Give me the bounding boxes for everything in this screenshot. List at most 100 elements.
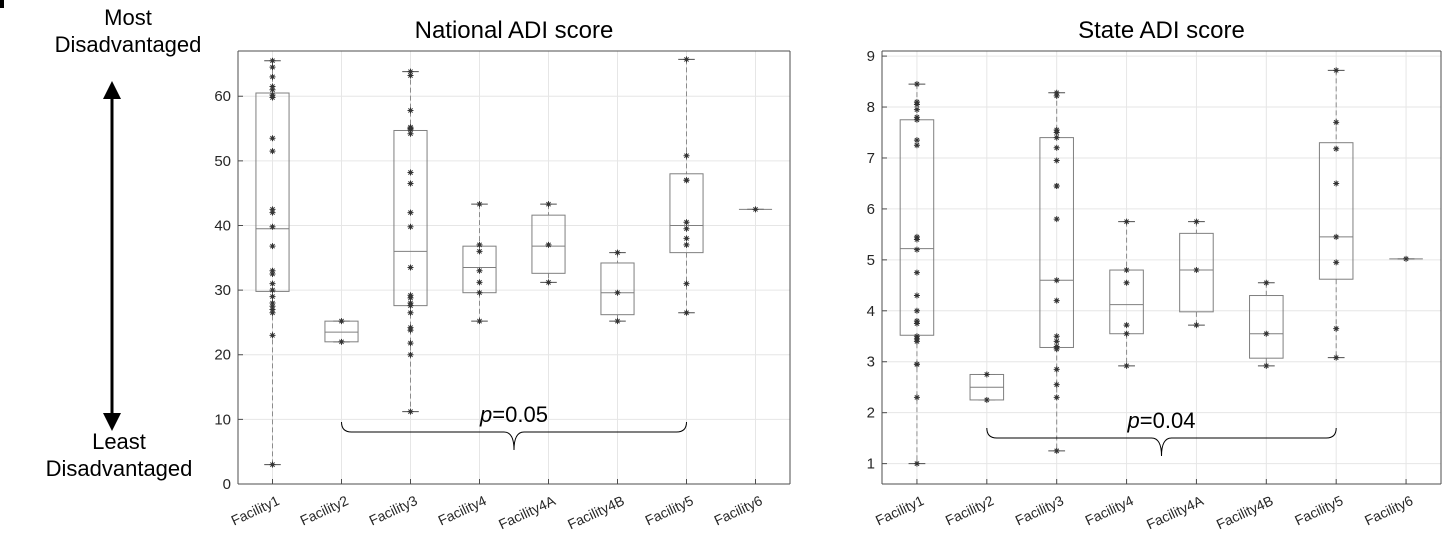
most-label-line2: Disadvantaged <box>54 32 202 57</box>
data-point <box>407 302 414 309</box>
significance-bracket <box>986 427 1337 457</box>
data-point <box>683 177 690 184</box>
data-point <box>1053 394 1060 401</box>
data-point <box>983 371 990 378</box>
data-point <box>683 56 690 63</box>
data-point <box>476 289 483 296</box>
data-point <box>407 169 414 176</box>
y-tick-label: 8 <box>867 99 875 116</box>
data-point <box>752 206 759 213</box>
least-disadvantaged-label: Least Disadvantaged <box>14 428 224 482</box>
x-tick-label: Facility4A <box>1144 492 1206 532</box>
y-tick-label: 5 <box>867 252 875 269</box>
data-point <box>614 289 621 296</box>
data-point <box>913 307 920 314</box>
data-point <box>407 72 414 79</box>
data-point <box>269 243 276 250</box>
data-point <box>545 241 552 248</box>
p-value-text: =0.05 <box>492 402 548 427</box>
data-point <box>1053 129 1060 136</box>
data-point <box>1053 338 1060 345</box>
y-tick-label: 50 <box>214 153 231 170</box>
data-point <box>913 116 920 123</box>
data-point <box>269 209 276 216</box>
y-tick-label: 2 <box>867 405 875 422</box>
data-point <box>269 148 276 155</box>
y-tick-label: 20 <box>214 347 231 364</box>
y-tick-label: 4 <box>867 303 875 320</box>
data-point <box>407 223 414 230</box>
data-point <box>269 223 276 230</box>
data-point <box>1263 362 1270 369</box>
data-point <box>1123 279 1130 286</box>
p-symbol: p <box>479 402 492 427</box>
data-point <box>913 236 920 243</box>
x-tick-label: Facility5 <box>642 492 695 528</box>
y-tick-label: 0 <box>223 476 231 493</box>
least-label-line2: Disadvantaged <box>45 456 193 481</box>
data-point <box>1053 277 1060 284</box>
data-point <box>1333 354 1340 361</box>
data-point <box>683 225 690 232</box>
data-point <box>407 340 414 347</box>
data-point <box>269 280 276 287</box>
data-point <box>683 235 690 242</box>
data-point <box>407 68 414 75</box>
data-point <box>407 180 414 187</box>
x-tick-label: Facility4B <box>565 492 627 532</box>
data-point <box>269 86 276 93</box>
state-adi-chart: 1 2 3 4 5 6 7 8 9 Facility1 Facility2 Facility3 Faci… <box>867 17 1442 532</box>
data-point <box>269 332 276 339</box>
box-iqr <box>1179 232 1214 313</box>
p-value-label: p=0.05 <box>479 402 548 427</box>
data-point <box>913 292 920 299</box>
data-point <box>614 249 621 256</box>
data-point <box>476 318 483 325</box>
data-point <box>913 338 920 345</box>
data-point <box>1053 346 1060 353</box>
data-point <box>269 94 276 101</box>
most-label-line1: Most <box>104 5 152 30</box>
data-point <box>1263 279 1270 286</box>
x-tick-label: Facility1 <box>873 492 926 528</box>
least-label-line1: Least <box>92 429 146 454</box>
data-point <box>269 267 276 274</box>
data-point <box>683 280 690 287</box>
data-point <box>1053 381 1060 388</box>
data-point <box>269 73 276 80</box>
data-point <box>407 107 414 114</box>
data-point <box>1123 330 1130 337</box>
y-tick-label: 1 <box>867 456 875 473</box>
data-point <box>1403 255 1410 262</box>
data-point <box>913 460 920 467</box>
data-point <box>1053 447 1060 454</box>
data-point <box>1053 144 1060 151</box>
y-tick-label: 7 <box>867 150 875 167</box>
data-point <box>1333 180 1340 187</box>
data-point <box>913 246 920 253</box>
p-value-label: p=0.04 <box>1127 408 1196 433</box>
data-point <box>683 219 690 226</box>
data-point <box>1333 233 1340 240</box>
data-point <box>614 318 621 325</box>
plot-area <box>882 51 1441 484</box>
data-point <box>913 101 920 108</box>
data-point <box>269 303 276 310</box>
data-point <box>407 351 414 358</box>
data-point <box>407 327 414 334</box>
x-tick-label: Facility6 <box>711 492 764 528</box>
data-point <box>913 269 920 276</box>
data-point <box>683 241 690 248</box>
x-tick-label: Facility4 <box>435 492 488 528</box>
data-point <box>269 135 276 142</box>
data-point <box>407 264 414 271</box>
data-point <box>269 64 276 71</box>
data-point <box>476 201 483 208</box>
data-point <box>913 394 920 401</box>
data-point <box>269 57 276 64</box>
data-point <box>1053 92 1060 99</box>
data-point <box>1263 330 1270 337</box>
data-point <box>1053 89 1060 96</box>
data-point <box>1193 267 1200 274</box>
